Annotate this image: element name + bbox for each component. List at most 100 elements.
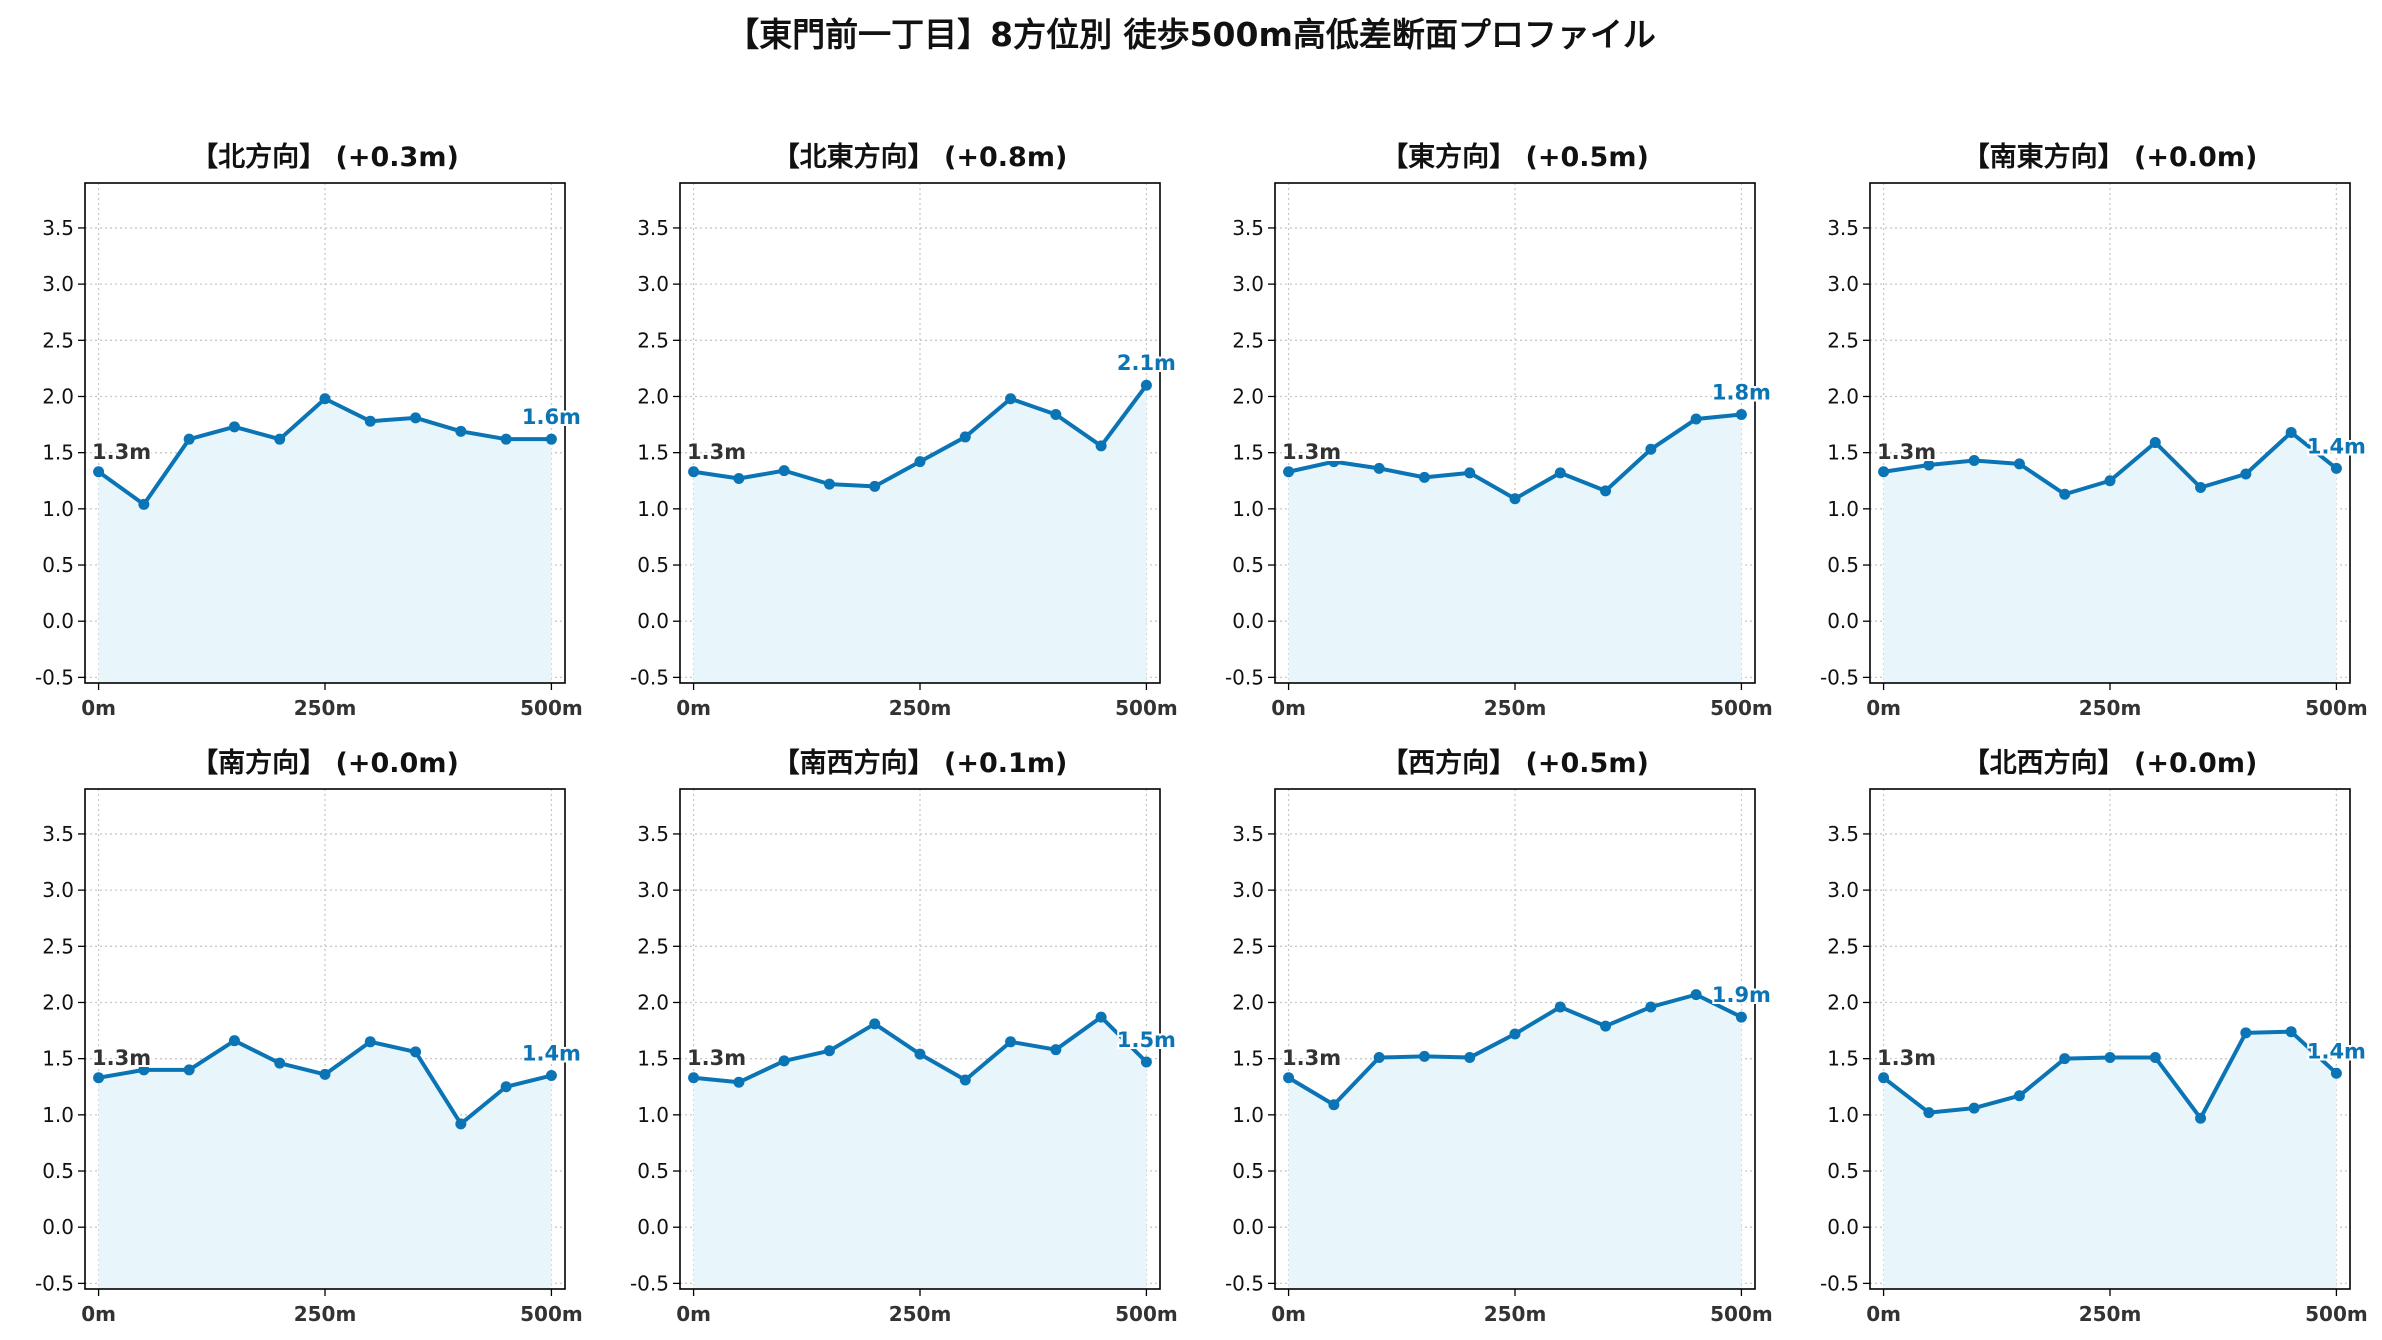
data-point [545, 433, 557, 445]
y-tick-label: 3.5 [1827, 216, 1859, 240]
y-tick-label: 0.5 [42, 553, 74, 577]
area-fill [1288, 994, 1742, 1289]
data-point [1878, 1072, 1890, 1084]
data-point [959, 431, 971, 443]
x-tick-label: 250m [2079, 696, 2142, 720]
y-tick-label: 2.0 [637, 384, 669, 408]
y-tick-label: 0.0 [1232, 1215, 1264, 1239]
y-tick-label: -0.5 [1820, 1271, 1859, 1295]
subplot: -0.5 0.0 0.5 1.0 1.5 2.0 2.5 3.0 3.5 0m 250m 500m 1.… [1225, 141, 1773, 720]
data-point [823, 478, 835, 490]
subplot: -0.5 0.0 0.5 1.0 1.5 2.0 2.5 3.0 3.5 0m 250m 500m 1.… [1820, 747, 2368, 1326]
data-point [778, 465, 790, 477]
y-tick-label: 1.0 [637, 1103, 669, 1127]
data-point [1600, 485, 1612, 497]
x-tick-label: 500m [2305, 1302, 2368, 1326]
data-point [1328, 1099, 1340, 1111]
y-tick-label: 0.5 [637, 553, 669, 577]
data-point [1735, 408, 1747, 420]
y-tick-label: 0.0 [42, 1215, 74, 1239]
subplot-title: 【西方向】 (+0.5m) [1381, 747, 1649, 779]
data-point [1373, 1052, 1385, 1064]
area-fill [98, 1040, 552, 1289]
axes-frame [679, 788, 1161, 1290]
y-tick-label: 0.5 [1827, 1159, 1859, 1183]
data-point [1095, 1011, 1107, 1023]
y-tick-label: 0.0 [1232, 609, 1264, 633]
x-tick-label: 500m [520, 1302, 583, 1326]
x-tick-label: 250m [1484, 1302, 1547, 1326]
data-point [228, 421, 240, 433]
y-tick-label: 1.0 [1232, 1103, 1264, 1127]
data-point [1968, 1102, 1980, 1114]
y-tick-label: 3.0 [42, 272, 74, 296]
start-value-label: 1.3m [1282, 1046, 1341, 1070]
data-point [183, 1064, 195, 1076]
y-tick-label: 0.5 [637, 1159, 669, 1183]
data-point [545, 1070, 557, 1082]
y-tick-label: 3.5 [637, 216, 669, 240]
data-point [2330, 462, 2342, 474]
y-tick-label: -0.5 [630, 1271, 669, 1295]
x-tick-label: 250m [294, 1302, 357, 1326]
data-point [1095, 440, 1107, 452]
data-point [1464, 1052, 1476, 1064]
data-point [1328, 456, 1340, 468]
data-point [274, 433, 286, 445]
data-point [959, 1074, 971, 1086]
start-value-label: 1.3m [687, 440, 746, 464]
area-fill [693, 385, 1147, 683]
data-point [1690, 413, 1702, 425]
data-point [1464, 467, 1476, 479]
end-value-label: 1.9m [1712, 983, 1771, 1007]
data-point [138, 1064, 150, 1076]
data-point [319, 1068, 331, 1080]
y-tick-label: 3.5 [1232, 216, 1264, 240]
data-point [1645, 1001, 1657, 1013]
area-fill [98, 398, 552, 683]
data-point [500, 433, 512, 445]
y-tick-label: 3.0 [42, 878, 74, 902]
axes-frame [1869, 182, 2351, 684]
area-fill [1883, 432, 2337, 683]
x-tick-label: 0m [1271, 1302, 1306, 1326]
data-point [2149, 1052, 2161, 1064]
data-point [733, 1076, 745, 1088]
data-point [455, 1118, 467, 1130]
y-tick-label: 1.0 [42, 1103, 74, 1127]
y-tick-label: 0.0 [1827, 1215, 1859, 1239]
data-point [1283, 466, 1295, 478]
x-tick-label: 0m [1271, 696, 1306, 720]
subplot: -0.5 0.0 0.5 1.0 1.5 2.0 2.5 3.0 3.5 0m 250m 500m 1.… [1225, 747, 1773, 1326]
y-tick-label: 0.0 [637, 609, 669, 633]
data-point [1005, 1036, 1017, 1048]
data-point [869, 1018, 881, 1030]
y-tick-label: 1.0 [1827, 497, 1859, 521]
x-tick-label: 0m [676, 1302, 711, 1326]
y-tick-label: 3.5 [1827, 822, 1859, 846]
data-point [2195, 1112, 2207, 1124]
data-point [2104, 475, 2116, 487]
axes-frame [1274, 182, 1756, 684]
subplot-title: 【南方向】 (+0.0m) [191, 747, 459, 779]
y-tick-label: 0.0 [42, 609, 74, 633]
data-point [2149, 437, 2161, 449]
y-tick-label: 2.0 [1827, 384, 1859, 408]
data-point [1140, 1056, 1152, 1068]
start-value-label: 1.3m [1877, 1046, 1936, 1070]
y-tick-label: 1.5 [637, 441, 669, 465]
y-tick-label: 3.0 [1232, 878, 1264, 902]
data-point [2059, 1053, 2071, 1065]
data-point [1923, 459, 1935, 471]
y-tick-label: 0.0 [637, 1215, 669, 1239]
area-fill [1288, 414, 1742, 683]
y-tick-label: 2.0 [1827, 990, 1859, 1014]
subplot-title: 【北東方向】 (+0.8m) [773, 141, 1068, 173]
data-point [1418, 471, 1430, 483]
data-point [1968, 455, 1980, 467]
x-tick-label: 0m [1866, 1302, 1901, 1326]
data-point [778, 1055, 790, 1067]
y-tick-label: 3.5 [42, 822, 74, 846]
y-tick-label: 1.0 [637, 497, 669, 521]
y-tick-label: 1.5 [1827, 1047, 1859, 1071]
